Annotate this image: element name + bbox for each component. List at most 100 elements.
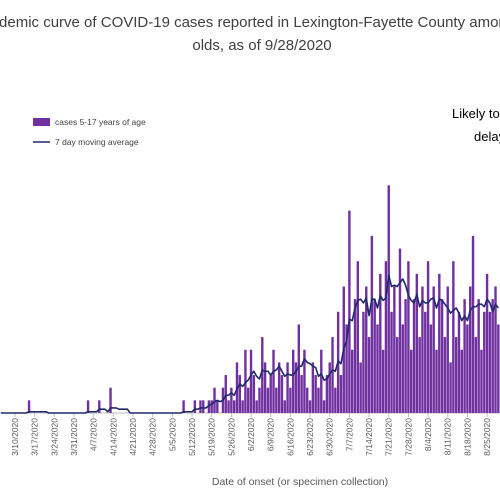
bar bbox=[275, 387, 278, 413]
x-tick-label: 3/24/2020 bbox=[49, 418, 59, 456]
bar bbox=[322, 400, 326, 413]
bar bbox=[328, 362, 331, 413]
bar bbox=[398, 248, 402, 413]
bar bbox=[294, 362, 298, 413]
bar bbox=[269, 375, 272, 413]
bar bbox=[424, 311, 427, 413]
bar bbox=[457, 311, 461, 413]
x-tick-label: 3/10/2020 bbox=[10, 418, 20, 456]
bar bbox=[261, 337, 264, 413]
x-tick-label: 6/2/2020 bbox=[246, 418, 256, 451]
bar bbox=[272, 349, 275, 413]
bar bbox=[289, 387, 292, 413]
bar bbox=[238, 375, 241, 413]
bar bbox=[331, 337, 334, 413]
bar bbox=[263, 362, 267, 413]
bar bbox=[213, 387, 216, 413]
bar bbox=[280, 375, 284, 413]
bar bbox=[432, 286, 435, 413]
bar bbox=[320, 349, 323, 413]
bar bbox=[348, 210, 351, 413]
bar bbox=[426, 261, 430, 413]
bar bbox=[446, 286, 449, 413]
x-tick-label: 6/30/2020 bbox=[325, 418, 335, 456]
x-tick-label: 5/26/2020 bbox=[226, 418, 236, 456]
bar bbox=[384, 261, 388, 413]
bar bbox=[480, 349, 483, 413]
bar bbox=[351, 349, 354, 413]
bar bbox=[224, 375, 227, 413]
bar bbox=[334, 387, 337, 413]
bar bbox=[252, 375, 256, 413]
bar bbox=[199, 400, 202, 413]
bar bbox=[277, 362, 281, 413]
bar bbox=[410, 349, 413, 413]
bar bbox=[325, 375, 329, 413]
plot-area bbox=[0, 185, 500, 414]
bar bbox=[317, 387, 320, 413]
x-tick-label: 6/9/2020 bbox=[266, 418, 276, 451]
bar bbox=[466, 324, 469, 413]
bar bbox=[488, 311, 492, 413]
bar bbox=[258, 387, 261, 413]
x-tick-label: 8/25/2020 bbox=[482, 418, 492, 456]
bar bbox=[381, 349, 385, 413]
bar bbox=[303, 349, 306, 413]
bar bbox=[387, 185, 390, 413]
bar bbox=[373, 299, 376, 413]
x-tick-label: 4/28/2020 bbox=[148, 418, 158, 456]
bar bbox=[370, 235, 374, 413]
bar bbox=[429, 324, 433, 413]
bar bbox=[210, 400, 213, 413]
bar bbox=[449, 362, 452, 413]
x-tick-label: 5/5/2020 bbox=[167, 418, 177, 451]
bar bbox=[435, 349, 438, 413]
x-tick-label: 4/7/2020 bbox=[89, 418, 99, 451]
bar bbox=[412, 299, 416, 413]
x-tick-label: 5/12/2020 bbox=[187, 418, 197, 456]
bar bbox=[314, 375, 317, 413]
bar bbox=[109, 387, 112, 413]
bar bbox=[376, 324, 379, 413]
bar bbox=[452, 261, 455, 413]
x-tick-label: 8/18/2020 bbox=[462, 418, 472, 456]
x-tick-label: 4/21/2020 bbox=[128, 418, 138, 456]
x-tick-label: 7/14/2020 bbox=[364, 418, 374, 456]
bar bbox=[485, 273, 489, 413]
bar bbox=[379, 273, 382, 413]
x-tick-label: 3/17/2020 bbox=[30, 418, 40, 456]
x-tick-label: 5/19/2020 bbox=[207, 418, 217, 456]
legend-swatch bbox=[33, 118, 50, 126]
bar bbox=[86, 400, 90, 413]
bar bbox=[308, 400, 312, 413]
bar bbox=[339, 375, 343, 413]
bar bbox=[300, 375, 303, 413]
bar bbox=[491, 299, 494, 413]
chart-title: olds, as of 9/28/2020 bbox=[192, 37, 331, 54]
x-axis-label: Date of onset (or specimen collection) bbox=[212, 476, 388, 488]
bar bbox=[407, 261, 410, 413]
bar bbox=[401, 324, 404, 413]
bar bbox=[286, 362, 289, 413]
bar bbox=[266, 387, 270, 413]
bar bbox=[311, 362, 315, 413]
x-tick-label: 8/11/2020 bbox=[443, 418, 453, 455]
bar bbox=[460, 349, 463, 413]
chart-title: pidemic curve of COVID-19 cases reported… bbox=[0, 14, 500, 31]
bar bbox=[202, 400, 205, 413]
legend-label: cases 5-17 years of age bbox=[55, 117, 146, 127]
bar bbox=[241, 400, 244, 413]
bar bbox=[404, 299, 407, 413]
bar bbox=[483, 311, 486, 413]
bar bbox=[232, 400, 236, 413]
bar bbox=[474, 337, 478, 413]
bar bbox=[477, 299, 480, 413]
annotation: delay bbox=[474, 129, 500, 144]
bar bbox=[454, 337, 458, 413]
x-tick-label: 7/21/2020 bbox=[384, 418, 394, 456]
bar bbox=[98, 400, 101, 413]
bar bbox=[247, 387, 250, 413]
